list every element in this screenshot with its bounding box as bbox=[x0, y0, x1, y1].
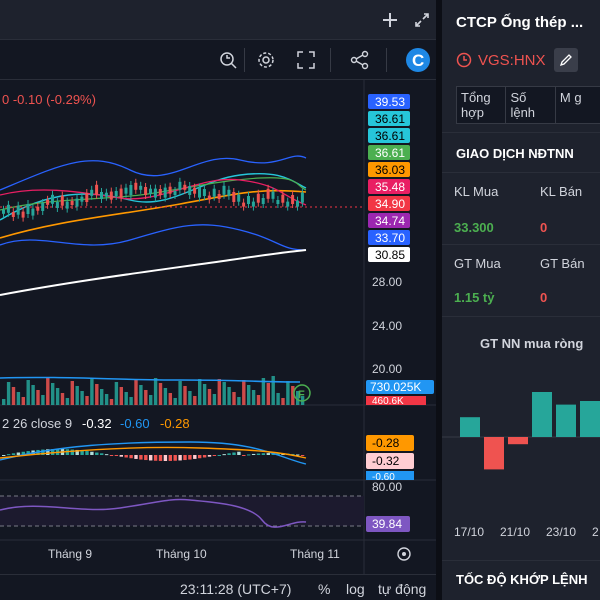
svg-text:C: C bbox=[412, 51, 424, 70]
net-buy-bar bbox=[532, 392, 552, 437]
auto-toggle[interactable]: tự động bbox=[378, 581, 427, 597]
chart-window-bar bbox=[0, 0, 436, 40]
macd-badge-1: -0.28 bbox=[372, 436, 400, 450]
price-badge bbox=[368, 94, 410, 109]
price-badge-label: 36.03 bbox=[375, 163, 405, 177]
tab-orders[interactable]: Số lệnh bbox=[506, 87, 556, 123]
price-badge bbox=[368, 162, 410, 177]
price-chart[interactable]: 0 -0.10 (-0.29%) 28.00 24.00 20.00 39.53… bbox=[0, 80, 436, 574]
share-icon[interactable] bbox=[348, 48, 372, 72]
price-badge-label: 30.85 bbox=[375, 248, 405, 262]
price-badge-label: 36.61 bbox=[375, 129, 405, 143]
price-badge-label: 35.48 bbox=[375, 180, 405, 194]
price-badge-label: 34.74 bbox=[375, 214, 405, 228]
rsi-value-badge: 39.84 bbox=[372, 517, 402, 531]
price-tick-28: 28.00 bbox=[372, 275, 402, 289]
kl-mua-value: 33.300 bbox=[454, 220, 494, 235]
kl-mua-label: KL Mua bbox=[454, 184, 499, 199]
time-label-oct: Tháng 10 bbox=[156, 547, 207, 561]
bottom-bar: 23:11:28 (UTC+7) % log tự động bbox=[0, 574, 436, 600]
price-badge-label: 36.61 bbox=[375, 146, 405, 160]
chart-toolbar: C bbox=[0, 40, 436, 80]
svg-text:730.025K: 730.025K bbox=[370, 380, 421, 394]
price-badge bbox=[368, 230, 410, 245]
price-badge-label: 34.90 bbox=[375, 197, 405, 211]
plus-icon[interactable] bbox=[380, 10, 400, 30]
clock-icon bbox=[456, 52, 472, 68]
date-label: 2 bbox=[592, 525, 599, 539]
tab-summary[interactable]: Tổng hợp bbox=[457, 87, 507, 123]
net-buy-bar bbox=[484, 437, 504, 470]
price-badge bbox=[368, 111, 410, 126]
price-tick-24: 24.00 bbox=[372, 319, 402, 333]
net-buy-chart[interactable]: 17/10 21/10 23/10 2 bbox=[442, 360, 600, 560]
legend-change: 0 -0.10 (-0.29%) bbox=[2, 92, 96, 107]
macd-v1: -0.32 bbox=[82, 416, 112, 431]
time-label-sep: Tháng 9 bbox=[48, 547, 92, 561]
axis-settings-icon[interactable] bbox=[397, 547, 411, 561]
net-buy-bar bbox=[556, 404, 576, 437]
tab-more[interactable]: M g bbox=[559, 90, 582, 105]
macd-v2: -0.60 bbox=[120, 416, 150, 431]
price-tick-20: 20.00 bbox=[372, 362, 402, 376]
kl-ban-value: 0 bbox=[540, 220, 548, 235]
pencil-icon bbox=[559, 54, 572, 67]
log-toggle[interactable]: log bbox=[346, 581, 365, 597]
symbol-row: VGS:HNX bbox=[456, 48, 578, 72]
gt-ban-label: GT Bán bbox=[540, 256, 585, 271]
expand-icon[interactable] bbox=[412, 10, 432, 30]
macd-badge-3: -0.60 bbox=[372, 472, 395, 483]
date-label: 23/10 bbox=[546, 525, 576, 539]
kl-ban-label: KL Bán bbox=[540, 184, 583, 199]
price-badge-label: 33.70 bbox=[375, 231, 405, 245]
gt-mua-label: GT Mua bbox=[454, 256, 501, 271]
svg-text:F: F bbox=[298, 389, 305, 401]
foreign-trading-heading: GIAO DỊCH NĐTNN bbox=[456, 146, 574, 161]
macd-v3: -0.28 bbox=[160, 416, 190, 431]
symbol-label: VGS:HNX bbox=[478, 51, 546, 69]
edit-symbol-button[interactable] bbox=[553, 48, 578, 72]
gt-ban-value: 0 bbox=[540, 290, 548, 305]
crosshair-icon[interactable] bbox=[216, 48, 240, 72]
app-logo-icon[interactable]: C bbox=[404, 46, 432, 74]
volume-badge bbox=[366, 380, 434, 394]
macd-badge-2: -0.32 bbox=[372, 454, 400, 468]
gt-mua-value: 1.15 tỷ bbox=[454, 290, 495, 305]
info-tabs: Tổng hợp Số lệnh M g bbox=[456, 86, 600, 124]
macd-legend: 2 26 close 9 bbox=[2, 416, 72, 431]
percent-toggle[interactable]: % bbox=[318, 581, 331, 597]
right-panel: CTCP Ống thép ... VGS:HNX Tổng hợp Số lệ… bbox=[442, 0, 600, 600]
fullscreen-icon[interactable] bbox=[294, 48, 318, 72]
price-badge-label: 39.53 bbox=[375, 95, 405, 109]
net-buy-bar bbox=[580, 401, 600, 437]
time-label-nov: Tháng 11 bbox=[290, 547, 340, 561]
price-badge bbox=[368, 196, 410, 211]
company-title: CTCP Ống thép ... bbox=[456, 14, 584, 31]
price-badge bbox=[368, 128, 410, 143]
chart-area[interactable]: C 0 -0.10 (-0.29%) 28.00 24.00 20. bbox=[0, 0, 436, 600]
volume-marker bbox=[293, 384, 311, 402]
date-label: 21/10 bbox=[500, 525, 530, 539]
price-badge bbox=[368, 247, 410, 262]
panel-gutter[interactable] bbox=[436, 0, 442, 600]
date-label: 17/10 bbox=[454, 525, 484, 539]
clock: 23:11:28 (UTC+7) bbox=[180, 581, 292, 597]
net-buy-title: GT NN mua ròng bbox=[480, 336, 584, 351]
net-buy-bar bbox=[460, 417, 480, 437]
price-badge-label: 36.61 bbox=[375, 112, 405, 126]
match-speed-heading: TỐC ĐỘ KHỚP LỆNH bbox=[456, 572, 588, 587]
price-badge bbox=[368, 179, 410, 194]
gear-icon[interactable] bbox=[254, 48, 278, 72]
price-badge bbox=[368, 145, 410, 160]
price-badge bbox=[368, 213, 410, 228]
rsi-level: 80.00 bbox=[372, 480, 402, 494]
net-buy-bar bbox=[508, 437, 528, 445]
volume-badge-partial: 460.6K bbox=[372, 396, 404, 407]
